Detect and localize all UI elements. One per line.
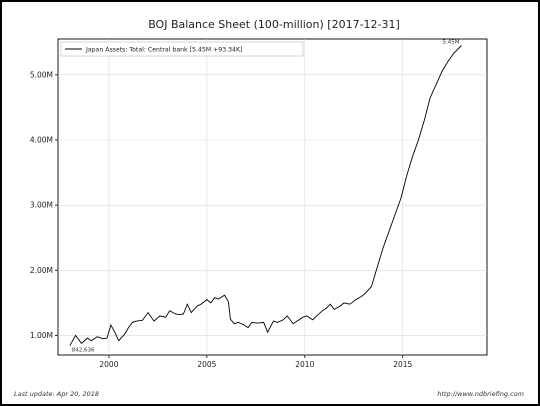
y-tick-label: 3.00M bbox=[30, 201, 53, 210]
legend-entry: Japan Assets: Total: Central bank [5.45M… bbox=[85, 47, 242, 54]
x-tick-label: 2005 bbox=[197, 360, 216, 369]
y-tick-label: 4.00M bbox=[30, 135, 53, 144]
annotations: 842,636 5.45M bbox=[72, 40, 460, 354]
legend: Japan Assets: Total: Central bank [5.45M… bbox=[60, 41, 304, 57]
chart-title: BOJ Balance Sheet (100-million) [2017-12… bbox=[148, 18, 400, 31]
x-tick-label: 2010 bbox=[295, 360, 314, 369]
balance-sheet-chart: BOJ Balance Sheet (100-million) [2017-12… bbox=[30, 18, 488, 369]
series-line-japan-assets bbox=[69, 45, 462, 346]
x-tick-label: 2000 bbox=[99, 360, 118, 369]
last-update-text: Last update: Apr 20, 2018 bbox=[14, 390, 100, 398]
axis-ticks: 2000 2005 2010 2015 1.00M 2.00M 3.00M 4.00M 5.00… bbox=[30, 70, 413, 369]
source-text: http://www.ndbriefing.com bbox=[437, 390, 524, 398]
y-tick-label: 2.00M bbox=[30, 266, 53, 275]
y-tick-label: 5.00M bbox=[30, 70, 53, 79]
y-tick-label: 1.00M bbox=[30, 331, 53, 340]
value-annotation: 842,636 bbox=[72, 348, 95, 354]
value-annotation: 5.45M bbox=[443, 40, 460, 46]
grid-lines bbox=[58, 39, 487, 355]
plot-area bbox=[57, 38, 488, 356]
legend-box bbox=[60, 41, 304, 57]
x-tick-label: 2015 bbox=[393, 360, 412, 369]
